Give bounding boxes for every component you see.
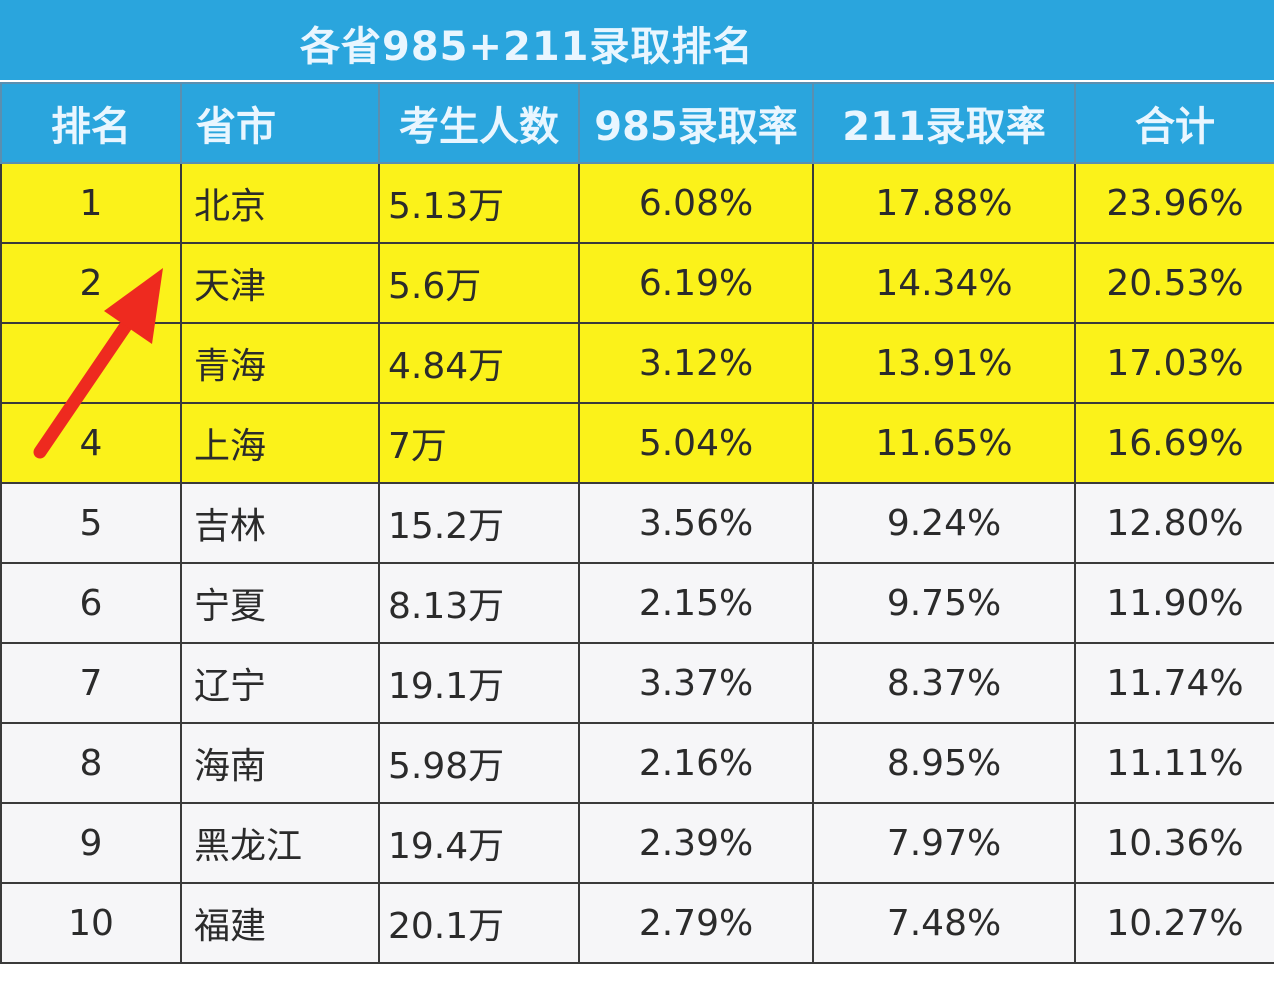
cell-total: 10.36% [1074, 802, 1274, 884]
cell-985-rate: 5.04% [578, 402, 814, 484]
cell-province: 海南 [180, 722, 380, 804]
cell-rank: 10 [0, 882, 182, 964]
cell-total: 17.03% [1074, 322, 1274, 404]
cell-province: 宁夏 [180, 562, 380, 644]
table-row: 9 黑龙江 19.4万 2.39% 7.97% 10.36% [0, 802, 1274, 884]
table-row: 青海 4.84万 3.12% 13.91% 17.03% [0, 322, 1274, 404]
cell-211-rate: 13.91% [812, 322, 1076, 404]
cell-total: 20.53% [1074, 242, 1274, 324]
cell-rank: 4 [0, 402, 182, 484]
cell-211-rate: 9.75% [812, 562, 1076, 644]
cell-examinees: 8.13万 [378, 562, 580, 644]
cell-province: 福建 [180, 882, 380, 964]
cell-province: 黑龙江 [180, 802, 380, 884]
cell-211-rate: 11.65% [812, 402, 1076, 484]
cell-985-rate: 6.08% [578, 162, 814, 244]
cell-examinees: 5.98万 [378, 722, 580, 804]
table-row: 8 海南 5.98万 2.16% 8.95% 11.11% [0, 722, 1274, 804]
cell-examinees: 5.6万 [378, 242, 580, 324]
cell-total: 11.90% [1074, 562, 1274, 644]
cell-total: 16.69% [1074, 402, 1274, 484]
header-row: 排名 省市 考生人数 985录取率 211录取率 合计 [0, 82, 1274, 164]
cell-province: 天津 [180, 242, 380, 324]
cell-rank: 6 [0, 562, 182, 644]
table-row: 1 北京 5.13万 6.08% 17.88% 23.96% [0, 162, 1274, 244]
cell-985-rate: 3.37% [578, 642, 814, 724]
cell-rank: 8 [0, 722, 182, 804]
cell-rank: 7 [0, 642, 182, 724]
cell-province: 北京 [180, 162, 380, 244]
cell-total: 12.80% [1074, 482, 1274, 564]
cell-985-rate: 2.79% [578, 882, 814, 964]
cell-examinees: 19.1万 [378, 642, 580, 724]
column-header-985-rate: 985录取率 [578, 82, 814, 164]
table-row: 6 宁夏 8.13万 2.15% 9.75% 11.90% [0, 562, 1274, 644]
table-row: 4 上海 7万 5.04% 11.65% 16.69% [0, 402, 1274, 484]
cell-rank [0, 322, 182, 404]
cell-985-rate: 3.12% [578, 322, 814, 404]
cell-211-rate: 7.97% [812, 802, 1076, 884]
column-header-rank: 排名 [0, 82, 182, 164]
table-row: 10 福建 20.1万 2.79% 7.48% 10.27% [0, 882, 1274, 964]
cell-211-rate: 17.88% [812, 162, 1076, 244]
cell-total: 11.74% [1074, 642, 1274, 724]
page-title: 各省985+211录取排名 [300, 24, 754, 70]
cell-985-rate: 2.15% [578, 562, 814, 644]
column-header-total: 合计 [1074, 82, 1274, 164]
cell-total: 23.96% [1074, 162, 1274, 244]
cell-examinees: 7万 [378, 402, 580, 484]
cell-211-rate: 7.48% [812, 882, 1076, 964]
cell-211-rate: 14.34% [812, 242, 1076, 324]
cell-211-rate: 8.95% [812, 722, 1076, 804]
column-header-examinees: 考生人数 [378, 82, 580, 164]
cell-985-rate: 2.39% [578, 802, 814, 884]
title-bar: 各省985+211录取排名 [0, 0, 1274, 82]
cell-985-rate: 3.56% [578, 482, 814, 564]
cell-rank: 1 [0, 162, 182, 244]
ranking-table: 排名 省市 考生人数 985录取率 211录取率 合计 1 北京 5.13万 6.08… [0, 82, 1274, 964]
cell-total: 11.11% [1074, 722, 1274, 804]
cell-211-rate: 9.24% [812, 482, 1076, 564]
column-header-province: 省市 [180, 82, 380, 164]
cell-985-rate: 6.19% [578, 242, 814, 324]
cell-examinees: 15.2万 [378, 482, 580, 564]
cell-province: 辽宁 [180, 642, 380, 724]
cell-rank: 2 [0, 242, 182, 324]
cell-province: 青海 [180, 322, 380, 404]
cell-examinees: 4.84万 [378, 322, 580, 404]
table-body: 1 北京 5.13万 6.08% 17.88% 23.96% 2 天津 5.6万 6.19% 14.… [0, 162, 1274, 964]
cell-examinees: 19.4万 [378, 802, 580, 884]
table-row: 2 天津 5.6万 6.19% 14.34% 20.53% [0, 242, 1274, 324]
cell-province: 吉林 [180, 482, 380, 564]
cell-total: 10.27% [1074, 882, 1274, 964]
table-row: 5 吉林 15.2万 3.56% 9.24% 12.80% [0, 482, 1274, 564]
cell-examinees: 5.13万 [378, 162, 580, 244]
cell-examinees: 20.1万 [378, 882, 580, 964]
cell-province: 上海 [180, 402, 380, 484]
cell-rank: 9 [0, 802, 182, 884]
cell-985-rate: 2.16% [578, 722, 814, 804]
table-row: 7 辽宁 19.1万 3.37% 8.37% 11.74% [0, 642, 1274, 724]
cell-rank: 5 [0, 482, 182, 564]
column-header-211-rate: 211录取率 [812, 82, 1076, 164]
cell-211-rate: 8.37% [812, 642, 1076, 724]
